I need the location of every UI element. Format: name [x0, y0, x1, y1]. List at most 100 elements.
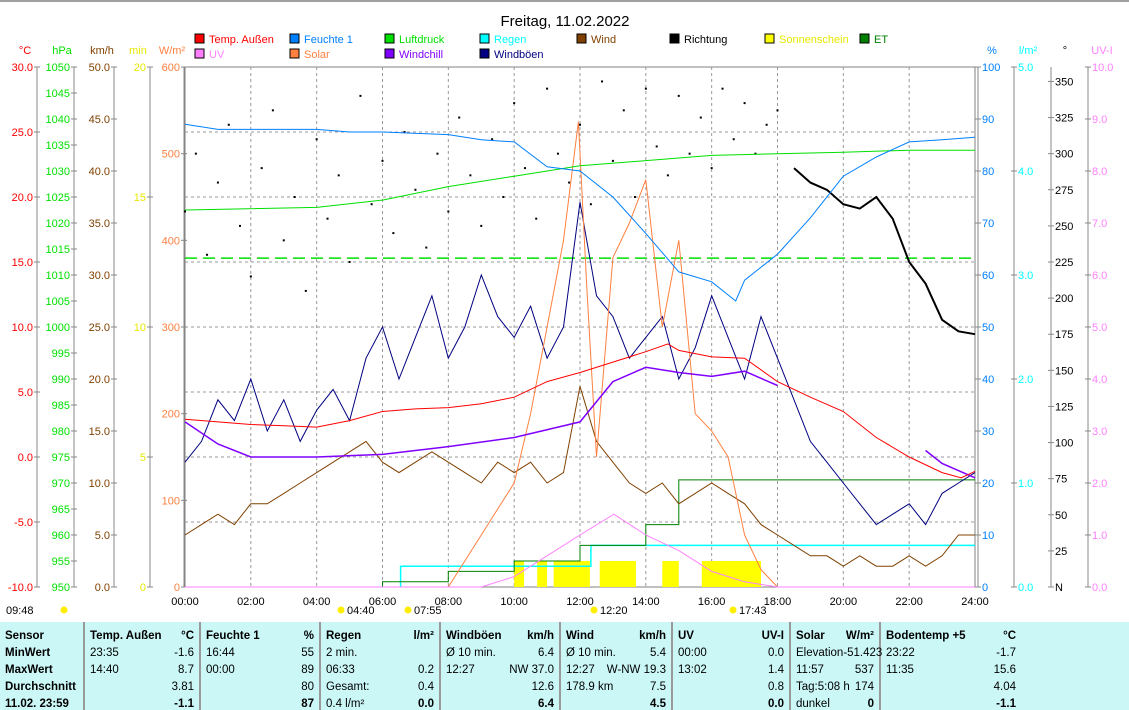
- axis-tick-label: -10.0: [8, 582, 33, 594]
- stats-value: -51.423: [843, 647, 883, 659]
- windchill-line: [184, 366, 778, 458]
- axis-tick-label: 2.0: [1018, 374, 1033, 386]
- axis-tick-label: 100: [982, 62, 1000, 74]
- solar-line: [185, 121, 975, 588]
- legend-swatch: [479, 33, 490, 44]
- stats-row: 2 min.: [326, 645, 434, 662]
- stats-row: 23:35 -1.6: [90, 645, 194, 662]
- row-label: MinWert: [5, 647, 51, 659]
- axis-tick-label: 20.0: [89, 374, 110, 386]
- column-title: Feuchte 1: [206, 630, 260, 642]
- direction-point: [392, 232, 395, 235]
- column-unit: W/m²: [845, 630, 874, 642]
- axis-unit-label: km/h: [90, 45, 114, 57]
- stats-column: Windböen km/h Ø 10 min. 6.4 12:27 NW 37.0 12.6…: [441, 622, 561, 710]
- stats-label: Ø 10 min.: [446, 647, 496, 659]
- axis-tick-label: -5.0: [14, 517, 33, 529]
- legend-swatch: [384, 48, 395, 59]
- stats-label: Ø 10 min.: [566, 647, 616, 659]
- axis-tick-label: 100: [1055, 438, 1073, 450]
- stats-label: 23:22: [886, 647, 915, 659]
- stats-value: 6.4: [538, 698, 554, 710]
- moonrise-icon: [337, 606, 345, 614]
- stats-row: 87: [206, 696, 314, 710]
- axis-tick-label: 0: [140, 582, 146, 594]
- direction-point: [732, 138, 735, 141]
- stats-row: 12:27 NW 37.0: [446, 662, 554, 679]
- direction-point: [414, 188, 417, 191]
- axis-tick-label: 0.0: [1018, 582, 1033, 594]
- axes: °C 30.0 25.0 20.0 15.0 10.0 5.0 0.0 -5.0 -10.0 hPa…: [8, 45, 1114, 594]
- direction-point: [677, 94, 680, 97]
- stats-row: Tag:5:08 h 174: [796, 679, 874, 696]
- plot-area: [184, 80, 976, 588]
- axis-tick-label: 250: [1055, 221, 1073, 233]
- axis-tick-label: 75: [1055, 474, 1067, 486]
- row-label: MaxWert: [5, 664, 53, 676]
- stats-row: 12.6: [446, 679, 554, 696]
- axis-tick-label: 25.0: [12, 127, 33, 139]
- axis-tick-label: 300: [162, 322, 180, 334]
- stats-column: Temp. Außen °C 23:35 -1.6 14:40 8.7 3.81 -1.1: [85, 622, 201, 710]
- stats-row: 23:22 -1.7: [886, 645, 1016, 662]
- x-tick-label: 22:00: [895, 596, 923, 608]
- x-tick-label: 24:00: [961, 596, 989, 608]
- moon-icon: [60, 606, 68, 614]
- axis-tick-label: 0.0: [18, 452, 33, 464]
- stats-row: 0.4 l/m² 0.0: [326, 696, 434, 710]
- direction-point: [480, 224, 483, 227]
- stats-value: 537: [854, 664, 874, 676]
- stats-row: Gesamt: 0.4: [326, 679, 434, 696]
- humidity-line: [184, 123, 976, 302]
- x-tick-label: 12:00: [566, 596, 594, 608]
- legend-swatch: [859, 33, 870, 44]
- gusts-line: [184, 202, 976, 526]
- column-header: UV UV-I: [678, 628, 784, 645]
- legend-label: Feuchte 1: [304, 34, 353, 46]
- stats-label: 178.9 km: [566, 681, 614, 693]
- direction-point: [579, 123, 581, 126]
- stats-value: 12.6: [531, 681, 554, 693]
- x-tick-label: 14:00: [632, 596, 660, 608]
- direction-point: [633, 196, 636, 198]
- axis-tick-label: 0.0: [1092, 582, 1107, 594]
- marker-time: 09:48: [6, 605, 34, 617]
- legend-swatch: [479, 48, 490, 59]
- sunshine-bar: [662, 561, 679, 587]
- legend-label: UV: [209, 49, 225, 61]
- sunrise-icon: [404, 606, 412, 614]
- axis-tick-label: 0: [174, 582, 180, 594]
- stats-value: 6.4: [538, 647, 554, 659]
- legend-label: Richtung: [684, 34, 727, 46]
- direction-point: [315, 138, 318, 141]
- axis-tick-label: 15.0: [89, 426, 110, 438]
- axis-tick-label: 35.0: [89, 218, 110, 230]
- stats-column-body: Regen l/m² 2 min. 06:33 0.2 Gesamt: 0.4 0.4 l/m…: [326, 628, 434, 710]
- x-tick-label: 20:00: [830, 596, 858, 608]
- legend-label: Solar: [304, 49, 330, 61]
- stats-column-body: Temp. Außen °C 23:35 -1.6 14:40 8.7 3.81 -1.1: [90, 628, 194, 710]
- stats-value: 4.04: [993, 681, 1016, 693]
- column-title: Windböen: [446, 630, 502, 642]
- stats-row: Ø 10 min. 6.4: [446, 645, 554, 662]
- direction-point: [293, 196, 296, 198]
- axis-unit-label: W/m²: [159, 45, 186, 57]
- stats-column-body: Bodentemp +5 °C 23:22 -1.7 11:35 15.6 4.04 -1.1: [886, 628, 1016, 710]
- wind-line: [184, 386, 975, 567]
- axis-tick-label: 1015: [46, 244, 70, 256]
- axis-tick-label: 40.0: [89, 166, 110, 178]
- column-header: Temp. Außen °C: [90, 628, 194, 645]
- axis-tick-label: 10.0: [89, 478, 110, 490]
- axis-tick-label: 20: [134, 62, 146, 74]
- legend-label: Wind: [591, 34, 616, 46]
- legend: Temp. Außen Feuchte 1 Luftdruck Regen Wind Ri…: [194, 33, 888, 61]
- axis-tick-label: 100: [162, 495, 180, 507]
- axis-tick-label: 0: [982, 582, 988, 594]
- column-title: Temp. Außen: [90, 630, 162, 642]
- axis-tick-label: 1020: [46, 218, 70, 230]
- stats-row: 00:00 0.0: [678, 645, 784, 662]
- direction-point: [216, 181, 219, 184]
- axis-tick-label: 1.0: [1018, 478, 1033, 490]
- axis-tick-label: 300: [1055, 149, 1073, 161]
- uv-line: [185, 513, 975, 588]
